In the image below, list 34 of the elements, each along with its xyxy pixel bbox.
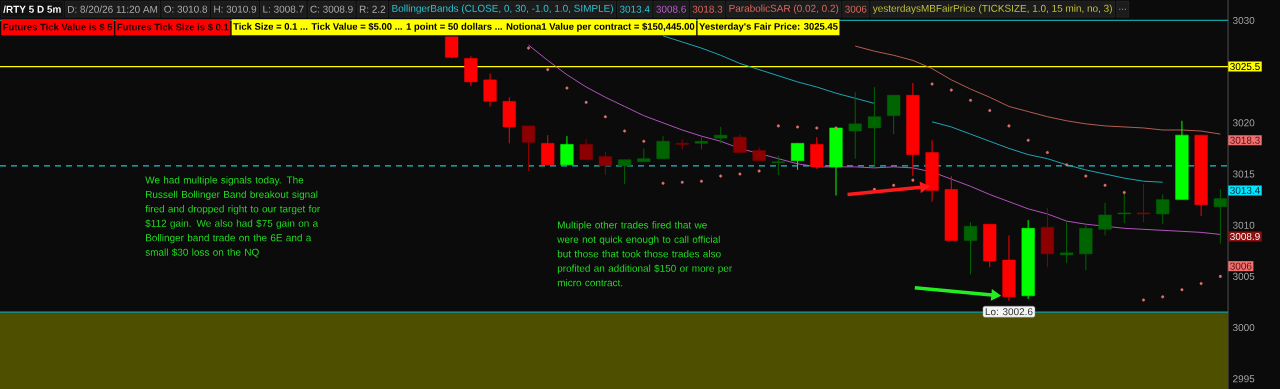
- y-tick-label: 3000: [1232, 324, 1255, 332]
- annotation: Tick Size = 0.1 ... Tick Value = $5.00 ... 1 point = 50 dollars ... Notiona1 Value per contract = $150,445.00: [233, 22, 695, 32]
- y-tick-label: 3030: [1232, 16, 1255, 24]
- annotation: 3018.3: [692, 5, 723, 13]
- annotation: ParabolicSAR (0.02, 0.2): [729, 4, 839, 14]
- annotation: yesterdaysMBFairPrice (TICKSIZE, 1.0, 15 min, no, 3): [872, 4, 1112, 14]
- text: O: 3010.8: [164, 5, 208, 13]
- text: L: 3008.7: [263, 5, 304, 13]
- text: We had multiple signals today. The Russell Bollinger Band breakout signal fired and dropped right to our target for $112 gain. We also had $75 gain on a Bollinger band trade on the 6E and a small $30 loss on the NQ: [145, 176, 321, 258]
- y-tick-label: 3015: [1232, 170, 1255, 178]
- text: /RTY 5 D 5m: [3, 5, 61, 13]
- y-tick-label: 3020: [1232, 119, 1255, 127]
- text: H: 3010.9: [214, 5, 257, 13]
- annotation: 3013.4: [1230, 186, 1260, 194]
- annotation: 3006: [845, 5, 867, 13]
- y-tick-label: 3010: [1232, 221, 1255, 229]
- annotation: Lo: 3002.6: [985, 308, 1033, 316]
- text: D: 8/20/26 11:20 AM: [68, 5, 158, 13]
- text: C: 3008.9: [310, 5, 353, 13]
- annotation: 3008.6: [656, 5, 686, 13]
- annotation: 3013.4: [619, 5, 650, 13]
- text: R: 2.2: [359, 5, 386, 13]
- y-tick-label: 3005: [1232, 272, 1255, 280]
- y-tick-label: 2995: [1233, 375, 1255, 383]
- text: Futures Tick Value is $ 5: [3, 23, 113, 32]
- annotation: ...: [1119, 8, 1126, 10]
- annotation: 3006: [1230, 262, 1252, 270]
- annotation: Multiple other trades fired that we were not quick enough to call official but those that took those trades also profited an additional $150 or more per micro contract.: [557, 221, 733, 287]
- annotation: Yesterday's Fair Price: 3025.45: [699, 22, 838, 32]
- annotation: 3018.3: [1230, 136, 1260, 144]
- ref-line-label: 3025.5: [1230, 63, 1260, 71]
- annotation: 3008.9: [1230, 232, 1260, 240]
- text: Futures Tick Size is $ 0.1: [117, 23, 229, 32]
- annotation: BollingerBands (CLOSE, 0, 30, -1.0, 1.0, SIMPLE): [392, 4, 613, 14]
